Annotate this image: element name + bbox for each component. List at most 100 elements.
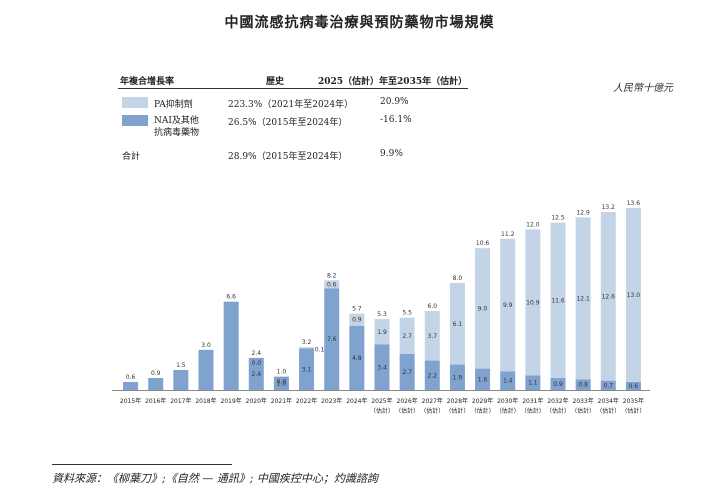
data-label-pa: 9.0 (478, 305, 488, 312)
cagr-row-label-2: 抗病毒藥物 (154, 128, 200, 138)
bar-nai (475, 368, 491, 390)
cagr-row-hist: 26.5%（2015年至2024年） (228, 118, 348, 128)
bar-nai (148, 377, 164, 390)
x-tick-label: 2026年 (397, 397, 418, 405)
data-label-pa: 9.9 (503, 302, 513, 309)
x-tick-sublabel: （估計） (546, 407, 570, 415)
x-tick-label: 2021年 (271, 397, 292, 405)
cagr-row-nai: NAI及其他 抗病毒藥物 26.5%（2015年至2024年） -16.1% (118, 113, 468, 147)
x-tick-label: 2028年 (447, 397, 468, 405)
x-tick-label: 2024年 (346, 397, 367, 405)
bar-pa (349, 313, 365, 326)
x-tick-sublabel: （估計） (621, 407, 645, 415)
bar-nai (123, 381, 139, 390)
bar-nai (273, 376, 289, 390)
x-tick-label: 2025年 (371, 397, 392, 405)
data-label-total: 13.6 (627, 200, 641, 207)
x-tick-label: 2030年 (497, 397, 518, 405)
x-tick-label: 2022年 (296, 397, 317, 405)
data-label-total: 12.0 (526, 221, 540, 228)
data-label-total: 0.9 (151, 370, 161, 377)
data-label-nai: 2.4 (252, 371, 262, 378)
cagr-row-forecast: 9.9% (380, 149, 403, 159)
data-label-pa: 2.7 (402, 333, 412, 340)
x-tick-sublabel: （估計） (521, 407, 545, 415)
data-label-total: 12.5 (551, 215, 565, 222)
x-tick-label: 2023年 (321, 397, 342, 405)
bar-pa (475, 248, 491, 369)
bar-chart: 0.6 2015年 0.9 2016年 1.5 2017年 3.0 2018年 6.6 2019年… (112, 200, 650, 415)
data-label-total: 3.2 (302, 339, 312, 346)
x-tick-label: 2034年 (598, 397, 619, 405)
cagr-table: 年複合增長率 歷史 2025（估計）年至2035年（估計） PA抑制劑 223.… (118, 74, 468, 163)
data-label-total: 6.0 (428, 303, 438, 310)
data-label-total: 12.9 (576, 209, 590, 216)
x-tick-label: 2027年 (422, 397, 443, 405)
data-label-total: 3.0 (201, 342, 211, 349)
data-label-total: 10.6 (476, 240, 490, 247)
data-label-nai: 4.8 (352, 355, 362, 362)
x-tick-label: 2016年 (145, 397, 166, 405)
x-tick-sublabel: （估計） (370, 407, 394, 415)
data-label-pa: 3.7 (428, 333, 438, 340)
x-tick-label: 2015年 (120, 397, 141, 405)
cagr-header-hist: 歷史 (266, 77, 285, 87)
bar-nai (600, 380, 616, 390)
data-label-nai: 0.9 (553, 381, 563, 388)
bar-pa (525, 229, 541, 376)
bar-nai (198, 349, 214, 390)
source-note: 資料來源：《柳葉刀》;《自然 — 通訊》; 中國疾控中心；灼識諮詢 (52, 464, 378, 486)
data-label-nai: 0.6 (629, 383, 639, 390)
bar-nai (349, 325, 365, 390)
bar-nai (625, 381, 641, 390)
legend-swatch-pa (122, 97, 148, 108)
data-label-nai: 1.4 (503, 378, 513, 385)
bar-pa (299, 347, 315, 349)
data-label-total: 0.6 (126, 374, 136, 381)
data-label-nai: 7.6 (327, 336, 337, 343)
data-label-pa: 10.9 (526, 299, 540, 306)
cagr-header-forecast: 2025（估計）年至2035年（估計） (318, 77, 468, 87)
bar-nai (248, 357, 264, 390)
cagr-row-hist: 28.9%（2015年至2024年） (228, 152, 348, 162)
data-label-total: 1.5 (176, 362, 186, 369)
data-label-nai: 1.6 (478, 376, 488, 383)
x-tick-sublabel: （估計） (596, 407, 620, 415)
bar-nai (173, 369, 189, 390)
data-label-total: 13.2 (602, 204, 616, 211)
cagr-row-total: 合計 28.9%（2015年至2024年） 9.9% (118, 147, 468, 163)
cagr-header-label: 年複合增長率 (120, 77, 175, 87)
data-label-total: 2.4 (252, 350, 262, 357)
data-label-pa: 12.6 (602, 293, 616, 300)
x-tick-label: 2035年 (623, 397, 644, 405)
x-tick-sublabel: （估計） (571, 407, 595, 415)
data-label-pa: 0.0 (252, 360, 262, 367)
data-label-pa: 1.9 (377, 329, 387, 336)
bar-pa (324, 280, 340, 289)
cagr-row-label: 合計 (122, 152, 141, 162)
bar-nai (324, 288, 340, 390)
data-label-total: 1.0 (277, 369, 287, 376)
data-label-pa: 13.0 (627, 292, 641, 299)
bar-pa (550, 222, 566, 378)
bar-pa (399, 317, 415, 354)
data-label-total: 6.6 (226, 294, 236, 301)
cagr-row-pa: PA抑制劑 223.3%（2021年至2024年） 20.9% (118, 95, 468, 113)
x-tick-label: 2018年 (195, 397, 216, 405)
data-label-nai: 1.1 (528, 380, 538, 387)
data-label-total: 8.0 (453, 275, 463, 282)
x-tick-label: 2032年 (547, 397, 568, 405)
x-tick-label: 2031年 (522, 397, 543, 405)
bar-pa (575, 217, 591, 380)
bar-pa (600, 212, 616, 381)
cagr-row-hist: 223.3%（2021年至2024年） (228, 100, 354, 110)
x-tick-label: 2020年 (246, 397, 267, 405)
unit-label: 人民幣十億元 (613, 83, 673, 94)
x-tick-label: 2019年 (221, 397, 242, 405)
data-label-nai: 3.4 (377, 364, 387, 371)
x-tick-sublabel: （估計） (471, 407, 495, 415)
data-label-total: 5.7 (352, 306, 362, 313)
legend-swatch-nai (122, 115, 148, 126)
data-label-nai: 0.8 (578, 382, 588, 389)
bar-nai (424, 360, 440, 390)
